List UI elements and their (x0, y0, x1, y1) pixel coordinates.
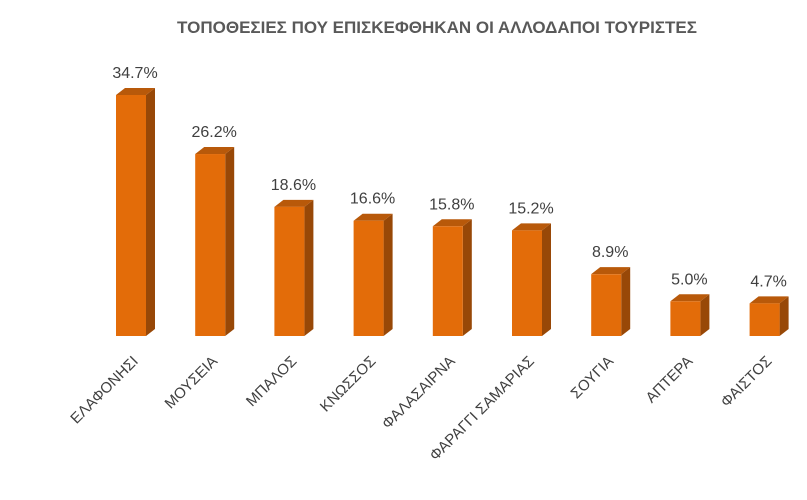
bar-side (304, 199, 314, 336)
bar-side (383, 213, 393, 336)
bar (353, 213, 393, 336)
bar-top (195, 147, 235, 155)
category-label: ΕΛΑΦΟΝΗΣΙ (67, 353, 141, 427)
category-labels-group: ΕΛΑΦΟΝΗΣΙ ΜΟΥΣΕΙΑ ΜΠΑΛΟΣ ΚΝΩΣΣΟΣ ΦΑΛΑΣΑΙΡΝΑ Φ… (67, 353, 775, 464)
bar (749, 296, 789, 336)
bar-front (353, 220, 384, 336)
data-label: 18.6% (271, 177, 316, 194)
bar-side (462, 219, 472, 336)
bar (116, 88, 155, 336)
bar-top (274, 199, 314, 207)
category-label: ΦΑΙΣΤΟΣ (718, 353, 776, 411)
bar-top (432, 219, 472, 227)
bar-side (146, 88, 155, 336)
bar-front (432, 226, 463, 336)
bar-top (749, 296, 789, 304)
bar-side (225, 147, 235, 336)
category-label: ΜΠΑΛΟΣ (243, 353, 300, 410)
category-label: ΦΑΛΑΣΑΙΡΝΑ (379, 353, 459, 433)
bar-side (779, 296, 789, 336)
bar-front (116, 95, 146, 336)
bars-group (116, 88, 789, 336)
data-label: 4.7% (750, 273, 786, 290)
bar-front (512, 230, 542, 336)
bar-top (512, 223, 551, 231)
bar (512, 223, 551, 336)
bar-side (700, 294, 710, 336)
bar-top (353, 213, 393, 221)
bar (195, 147, 235, 336)
bar-top (116, 88, 155, 95)
data-label: 34.7% (112, 65, 157, 82)
bar-side (542, 223, 551, 336)
data-label: 8.9% (592, 244, 628, 261)
category-label: ΚΝΩΣΣΟΣ (317, 353, 380, 416)
category-label: ΣΟΥΓΙΑ (568, 353, 617, 402)
data-label: 15.8% (429, 196, 474, 213)
bar (432, 219, 472, 336)
category-label: ΜΟΥΣΕΙΑ (162, 353, 221, 412)
bar (591, 267, 631, 336)
chart-title: ΤΟΠΟΘΕΣΙΕΣ ΠΟΥ ΕΠΙΣΚΕΦΘΗΚΑΝ ΟΙ ΑΛΛΟΔΑΠΟΙ… (177, 18, 697, 37)
bar-front (591, 274, 622, 336)
category-label: ΑΠΤΕΡΑ (643, 353, 697, 407)
bar (274, 199, 314, 336)
bar-front (749, 303, 780, 336)
data-label: 26.2% (192, 124, 237, 141)
bar (670, 294, 710, 336)
bar-front (274, 206, 305, 336)
bar-side (621, 267, 631, 336)
bar-front (670, 301, 701, 336)
data-label: 16.6% (350, 191, 395, 208)
data-labels-group: 34.7% 26.2% 18.6% 16.6% 15.8% 15.2% 8.9% 5.0% 4.… (112, 65, 787, 290)
bar-top (670, 294, 710, 302)
bar-front (195, 154, 226, 336)
bar-top (591, 267, 631, 275)
data-label: 5.0% (671, 271, 707, 288)
data-label: 15.2% (508, 200, 553, 217)
